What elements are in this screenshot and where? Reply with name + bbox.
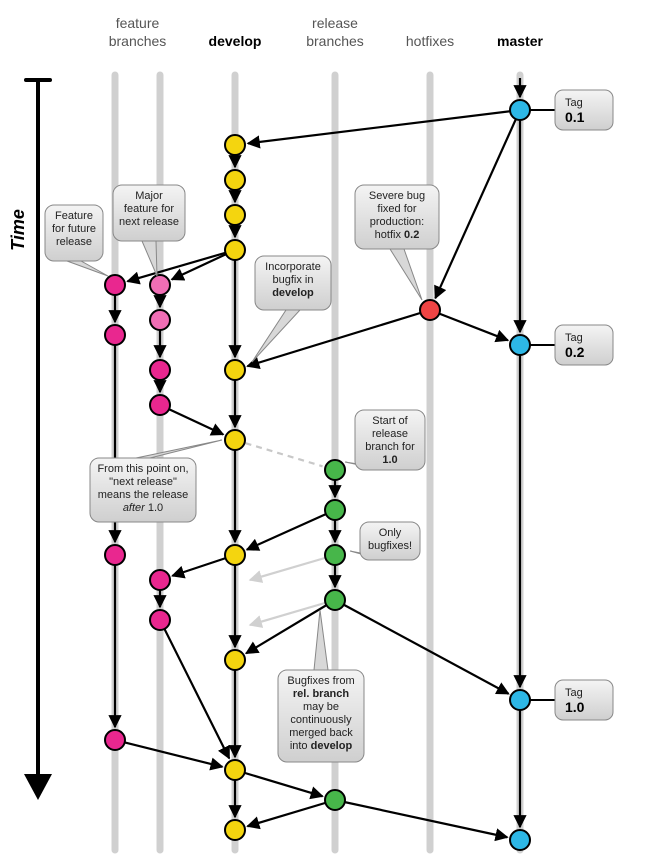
commit-f2b [150,310,170,330]
commit-f2a [150,275,170,295]
commit-f2f [150,610,170,630]
gitflow-diagram: feature branches develop release branches hot… [0,0,650,861]
commit-m3 [510,830,530,850]
lane-label-hotfix: hotfixes [406,33,454,49]
flow-arrow [430,310,508,340]
lane-label-master: master [497,33,543,49]
lane-label-develop: develop [209,33,262,49]
callout-text: Bugfixes fromrel. branchmay becontinuous… [287,675,354,752]
callout-tail [67,261,108,276]
commit-d6 [225,545,245,565]
commit-hf1 [420,300,440,320]
callouts: Featurefor futurereleaseMajorfeature for… [45,185,439,762]
commit-f1a [105,275,125,295]
commit-r5 [325,790,345,810]
tag-label: Tag [565,97,583,109]
flow-arrow [435,110,520,298]
lane-label-release: release [312,15,358,31]
callout-text: Featurefor futurerelease [52,210,96,248]
lane-label-release2: branches [306,33,364,49]
commit-d3 [225,240,245,260]
commit-f2e [150,570,170,590]
commit-f1d [105,730,125,750]
tag-label: Tag [565,687,583,699]
callout-tail [136,440,222,458]
flow-arrow [115,740,222,767]
tag-value: 1.0 [565,699,585,715]
flow-arrow [247,310,430,366]
commit-d7 [225,650,245,670]
commit-d0 [225,135,245,155]
time-label: Time [8,209,28,251]
callout-tail [390,249,422,300]
commit-m0 [510,100,530,120]
flow-arrow [247,510,335,550]
flow-arrow [160,620,229,758]
flow-arrow [248,110,520,143]
commit-m1 [510,335,530,355]
tags: Tag0.1Tag0.2Tag1.0 [530,90,613,720]
commit-d5 [225,430,245,450]
commit-d8 [225,760,245,780]
lane-label-feature2: branches [109,33,167,49]
commit-f1c [105,545,125,565]
commit-m2 [510,690,530,710]
flow-arrow [235,440,323,466]
callout-text: Severe bugfixed forproduction:hotfix 0.2 [369,190,425,241]
flow-arrow [250,600,335,625]
flow-arrow [335,800,507,837]
callout-tail [252,310,300,362]
flow-arrow [127,250,235,281]
commit-d9 [225,820,245,840]
tag-label: Tag [565,332,583,344]
flow-arrow [250,555,335,580]
commit-r3 [325,545,345,565]
lane-label-feature: feature [116,15,160,31]
commit-f2c [150,360,170,380]
time-arrowhead [24,774,52,800]
commit-r4 [325,590,345,610]
callout-text: Incorporatebugfix indevelop [265,261,321,299]
tag-value: 0.2 [565,344,585,360]
commit-f1b [105,325,125,345]
flow-arrow [235,770,323,796]
commit-r2 [325,500,345,520]
commit-d1 [225,170,245,190]
commit-r1 [325,460,345,480]
commit-d2 [225,205,245,225]
flow-arrow [247,800,335,826]
commit-d4 [225,360,245,380]
tag-value: 0.1 [565,109,585,125]
callout-tail [314,610,328,670]
commit-f2d [150,395,170,415]
callout-tail [142,241,157,276]
